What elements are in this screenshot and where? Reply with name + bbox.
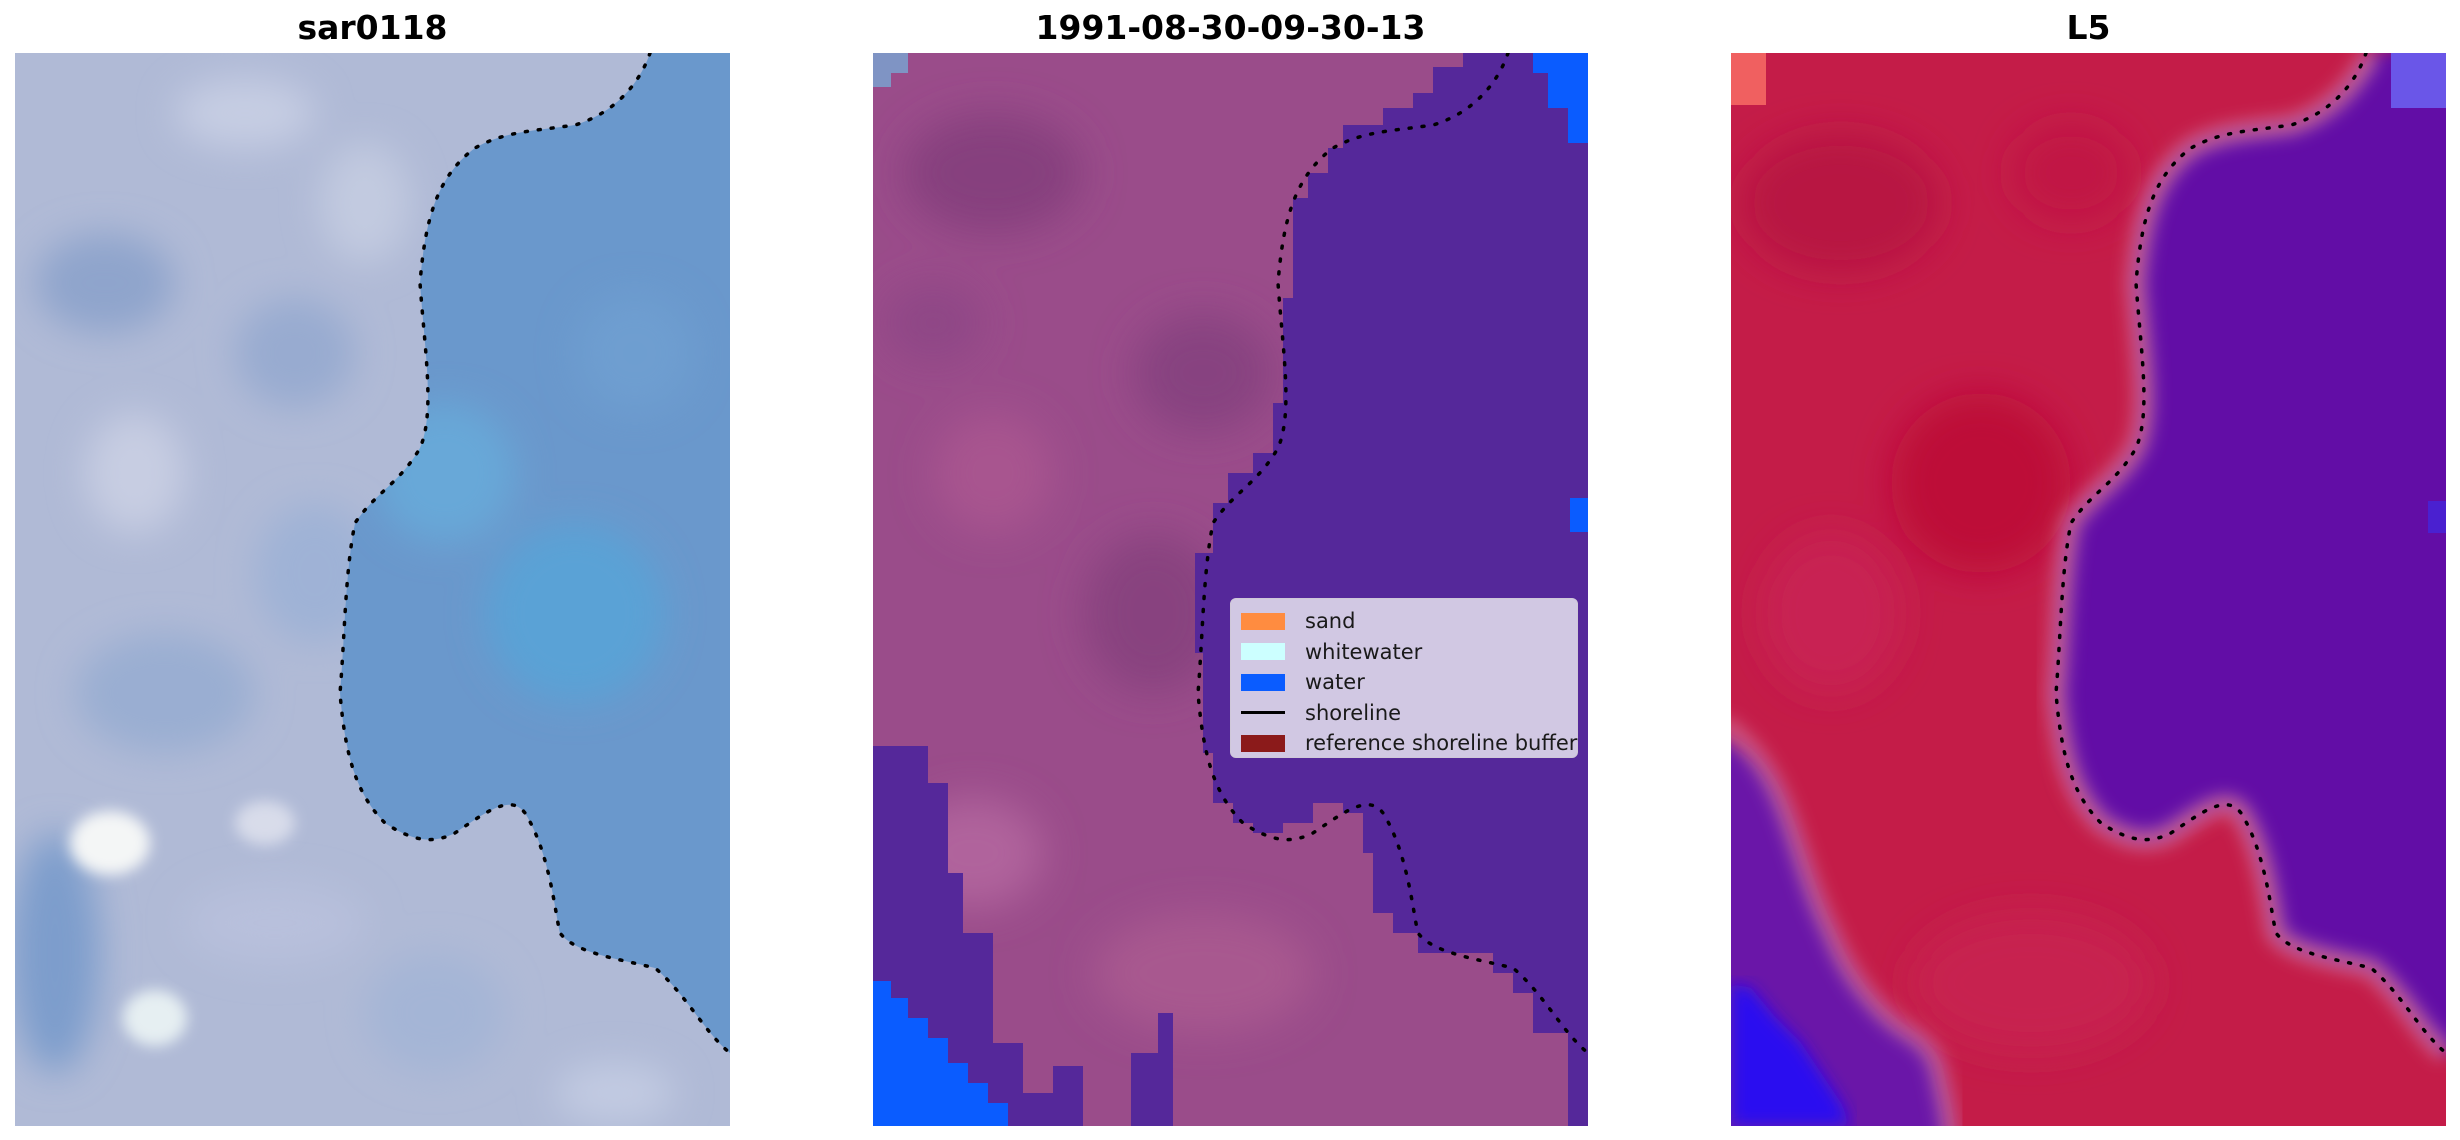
water-index-area (2056, 53, 2446, 1053)
legend-label: sand (1305, 609, 1356, 634)
legend-item-water: water (1241, 667, 1567, 698)
index-panel (1731, 53, 2446, 1126)
classification-panel (873, 53, 1588, 1126)
edge-pixel (2428, 501, 2446, 533)
rgb-image (15, 53, 730, 1126)
corner-pixel (1731, 53, 1766, 105)
shoreline-line (1196, 53, 1588, 1055)
sand-swatch (1241, 612, 1285, 630)
open-water-index (1731, 983, 1851, 1126)
buffer-swatch (1241, 734, 1285, 752)
panel-title-rgb: sar0118 (297, 8, 448, 47)
legend-label: whitewater (1305, 639, 1423, 664)
index-image (1731, 53, 2446, 1126)
legend-item-sand: sand (1241, 606, 1567, 637)
classification-image (873, 53, 1588, 1126)
corner-pixel-2 (873, 73, 891, 87)
water-class-patch-2 (1131, 1013, 1173, 1126)
legend-item-reference-buffer: reference shoreline buffer (1241, 728, 1577, 759)
legend-item-whitewater: whitewater (1241, 637, 1567, 668)
panel-title-classification: 1991-08-30-09-30-13 (1035, 8, 1426, 47)
shoreline-line-swatch (1241, 711, 1285, 715)
open-water-corner-top (1533, 53, 1588, 143)
legend: sand whitewater water shoreline referenc… (1230, 598, 1578, 758)
water-class-patch-3 (1568, 1093, 1588, 1126)
shore-glow-bottom (1731, 717, 1960, 1126)
whitewater-swatch (1241, 643, 1285, 661)
rgb-image-panel (15, 53, 730, 1126)
legend-item-shoreline: shoreline (1241, 698, 1567, 729)
shoreline-line (338, 53, 730, 1055)
shoreline-line (2054, 53, 2446, 1055)
legend-label: reference shoreline buffer (1305, 731, 1578, 756)
corner-pixel-2 (2391, 53, 2446, 108)
legend-label: shoreline (1305, 700, 1402, 725)
open-water-pixel (1570, 498, 1588, 532)
legend-label: water (1305, 670, 1365, 695)
corner-pixel (873, 53, 908, 73)
open-water-corner-bottom (873, 981, 1008, 1126)
water-swatch (1241, 673, 1285, 691)
panel-title-index: L5 (2066, 8, 2111, 47)
